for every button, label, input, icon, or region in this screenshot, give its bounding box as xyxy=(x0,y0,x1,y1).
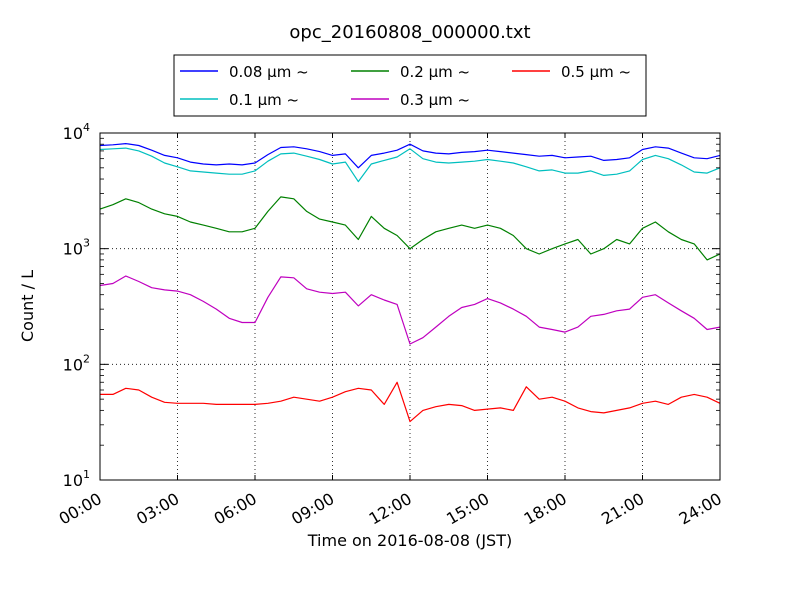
series-line-0 xyxy=(99,143,721,169)
series-group xyxy=(99,143,721,423)
y-tick-label: 101 xyxy=(63,468,90,490)
series-line-4 xyxy=(100,381,721,423)
y-tick-label: 104 xyxy=(63,121,90,143)
chart-title: opc_20160808_000000.txt xyxy=(289,22,530,43)
x-axis-label: Time on 2016-08-08 (JST) xyxy=(307,531,512,550)
y-axis-label: Count / L xyxy=(18,270,37,342)
series-line-3 xyxy=(99,275,721,345)
legend-label-3: 0.3 μm ~ xyxy=(400,91,470,109)
grid-lines xyxy=(100,133,720,480)
series-line-2 xyxy=(99,196,721,261)
y-axis: 101 102 103 104 xyxy=(63,121,720,490)
series-line-1 xyxy=(99,147,721,183)
legend-label-4: 0.5 μm ~ xyxy=(561,63,631,81)
legend-label-0: 0.08 μm ~ xyxy=(229,63,309,81)
y-tick-label: 102 xyxy=(63,352,90,374)
legend-label-1: 0.1 μm ~ xyxy=(229,91,299,109)
legend-label-2: 0.2 μm ~ xyxy=(400,63,470,81)
y-tick-label: 103 xyxy=(63,237,90,259)
legend: 0.08 μm ~ 0.1 μm ~ 0.2 μm ~ 0.3 μm ~ 0.5 μm … xyxy=(173,54,647,117)
legend-box xyxy=(173,54,647,117)
